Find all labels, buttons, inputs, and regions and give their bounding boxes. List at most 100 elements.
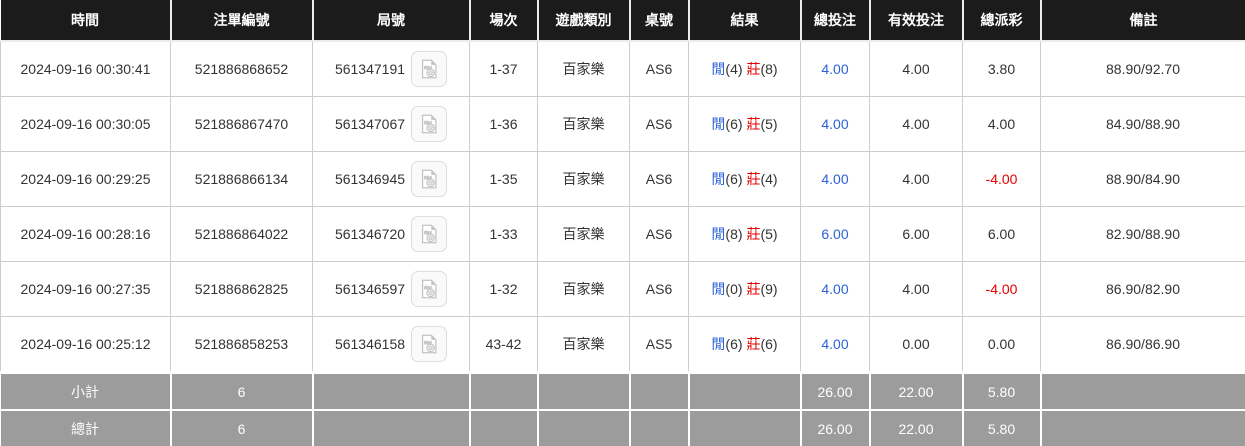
- total-payout-value: 3.80: [988, 61, 1015, 77]
- result-player-label: 閒: [711, 116, 725, 132]
- subtotal-valid-bet: 22.00: [870, 373, 963, 411]
- total-payout-cell: 6.00: [963, 207, 1041, 262]
- result-banker-points: (6): [760, 336, 777, 352]
- col-header-remark: 備註: [1041, 0, 1245, 41]
- total-bet-cell: 4.00: [801, 317, 870, 373]
- grand-total-row: 總計 6 26.00 22.00 5.80: [1, 410, 1245, 446]
- footer-empty-cell: [313, 410, 470, 446]
- time-cell: 2024-09-16 00:28:16: [1, 207, 171, 262]
- video-replay-button[interactable]: [411, 51, 447, 87]
- bet-record-row: 2024-09-16 00:28:16 521886864022 5613467…: [1, 207, 1245, 262]
- result-banker-points: (8): [760, 61, 777, 77]
- table-body: 2024-09-16 00:30:41 521886868652 5613471…: [1, 41, 1245, 373]
- round-id-value: 561346945: [335, 171, 405, 187]
- grand-total-count: 6: [171, 410, 313, 446]
- game-type-cell: 百家樂: [538, 262, 630, 317]
- valid-bet-cell: 4.00: [870, 41, 963, 97]
- col-header-round-id: 局號: [313, 0, 470, 41]
- result-banker-points: (5): [760, 226, 777, 242]
- bet-id-cell: 521886868652: [171, 41, 313, 97]
- time-cell: 2024-09-16 00:29:25: [1, 152, 171, 207]
- result-player-points: (4): [725, 61, 742, 77]
- subtotal-total-payout: 5.80: [963, 373, 1041, 411]
- result-banker-points: (5): [760, 116, 777, 132]
- total-bet-link[interactable]: 4.00: [821, 116, 848, 132]
- subtotal-label: 小計: [1, 373, 171, 411]
- total-bet-link[interactable]: 6.00: [821, 226, 848, 242]
- session-cell: 1-36: [470, 97, 538, 152]
- col-header-session: 場次: [470, 0, 538, 41]
- footer-empty-cell: [538, 373, 630, 411]
- total-bet-cell: 6.00: [801, 207, 870, 262]
- total-payout-value: -4.00: [986, 281, 1018, 297]
- result-cell: 閒(4) 莊(8): [689, 41, 801, 97]
- video-replay-file-icon: [418, 58, 440, 80]
- table-footer: 小計 6 26.00 22.00 5.80 總計 6 26.0: [1, 373, 1245, 446]
- video-replay-button[interactable]: [411, 271, 447, 307]
- total-bet-cell: 4.00: [801, 152, 870, 207]
- col-header-time: 時間: [1, 0, 171, 41]
- video-replay-file-icon: [418, 113, 440, 135]
- bet-id-cell: 521886864022: [171, 207, 313, 262]
- footer-empty-cell: [1041, 410, 1245, 446]
- total-payout-value: -4.00: [986, 171, 1018, 187]
- round-id-cell: 561346720: [313, 207, 470, 262]
- total-payout-value: 6.00: [988, 226, 1015, 242]
- time-cell: 2024-09-16 00:27:35: [1, 262, 171, 317]
- session-cell: 43-42: [470, 317, 538, 373]
- time-cell: 2024-09-16 00:25:12: [1, 317, 171, 373]
- round-id-cell: 561347191: [313, 41, 470, 97]
- result-banker-points: (4): [760, 171, 777, 187]
- video-replay-file-icon: [418, 333, 440, 355]
- remark-cell: 84.90/88.90: [1041, 97, 1245, 152]
- grand-total-label: 總計: [1, 410, 171, 446]
- result-banker-points: (9): [760, 281, 777, 297]
- footer-empty-cell: [689, 373, 801, 411]
- result-cell: 閒(6) 莊(4): [689, 152, 801, 207]
- table-id-cell: AS5: [630, 317, 689, 373]
- remark-cell: 86.90/82.90: [1041, 262, 1245, 317]
- table-id-cell: AS6: [630, 41, 689, 97]
- video-replay-button[interactable]: [411, 161, 447, 197]
- round-id-cell: 561346158: [313, 317, 470, 373]
- footer-empty-cell: [689, 410, 801, 446]
- bet-record-row: 2024-09-16 00:30:41 521886868652 5613471…: [1, 41, 1245, 97]
- video-replay-button[interactable]: [411, 106, 447, 142]
- total-payout-value: 4.00: [988, 116, 1015, 132]
- valid-bet-cell: 4.00: [870, 97, 963, 152]
- table-id-cell: AS6: [630, 207, 689, 262]
- bet-id-cell: 521886862825: [171, 262, 313, 317]
- total-payout-cell: 4.00: [963, 97, 1041, 152]
- valid-bet-cell: 4.00: [870, 262, 963, 317]
- total-payout-cell: -4.00: [963, 262, 1041, 317]
- col-header-game-type: 遊戲類別: [538, 0, 630, 41]
- remark-cell: 88.90/92.70: [1041, 41, 1245, 97]
- video-replay-file-icon: [418, 278, 440, 300]
- total-bet-link[interactable]: 4.00: [821, 336, 848, 352]
- round-id-value: 561346158: [335, 336, 405, 352]
- video-replay-button[interactable]: [411, 216, 447, 252]
- result-player-points: (0): [725, 281, 742, 297]
- total-bet-link[interactable]: 4.00: [821, 281, 848, 297]
- result-cell: 閒(6) 莊(6): [689, 317, 801, 373]
- game-type-cell: 百家樂: [538, 317, 630, 373]
- total-bet-link[interactable]: 4.00: [821, 171, 848, 187]
- footer-empty-cell: [630, 373, 689, 411]
- game-type-cell: 百家樂: [538, 207, 630, 262]
- col-header-result: 結果: [689, 0, 801, 41]
- total-bet-cell: 4.00: [801, 262, 870, 317]
- total-payout-cell: -4.00: [963, 152, 1041, 207]
- footer-empty-cell: [313, 373, 470, 411]
- valid-bet-cell: 0.00: [870, 317, 963, 373]
- video-replay-button[interactable]: [411, 326, 447, 362]
- col-header-total-payout: 總派彩: [963, 0, 1041, 41]
- result-banker-label: 莊: [746, 116, 760, 132]
- session-cell: 1-32: [470, 262, 538, 317]
- header-row: 時間 注單編號 局號 場次 遊戲類別 桌號 結果 總投注 有效投注 總派彩 備註: [1, 0, 1245, 41]
- bet-id-cell: 521886867470: [171, 97, 313, 152]
- total-bet-link[interactable]: 4.00: [821, 61, 848, 77]
- bet-record-row: 2024-09-16 00:25:12 521886858253 5613461…: [1, 317, 1245, 373]
- game-type-cell: 百家樂: [538, 41, 630, 97]
